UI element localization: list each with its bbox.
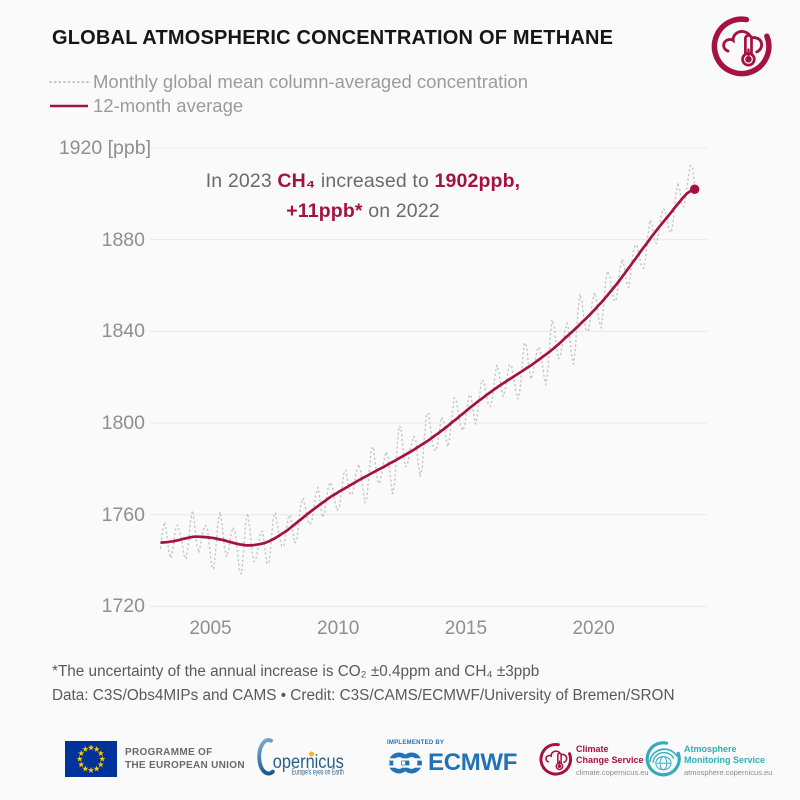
y-tick-label-1880: 1880 <box>101 228 145 251</box>
c3s-climate-logo-icon <box>709 11 777 79</box>
ams-globe-icon <box>655 756 672 771</box>
eu-programme-line1: PROGRAMME OF <box>125 747 213 758</box>
eu-flag-stars <box>76 744 106 773</box>
chart-title: GLOBAL ATMOSPHERIC CONCENTRATION OF METH… <box>52 27 614 49</box>
y-tick-label-1760: 1760 <box>101 503 145 526</box>
series-average <box>160 187 695 547</box>
dotted-line-swatch-icon <box>49 81 89 83</box>
y-tick-label-1720: 1720 <box>101 595 145 618</box>
ams-logo-icon <box>645 741 681 777</box>
annotation-plain-3: on 2022 <box>362 199 440 222</box>
ecmwf-ring-left <box>388 752 410 774</box>
ccs-text-line2: Change Service <box>576 754 644 765</box>
eu-programme-text: PROGRAMME OF THE EUROPEAN UNION <box>125 746 245 772</box>
series-end-dot <box>689 184 700 194</box>
ams-atmosphere-arc-outer <box>649 748 678 763</box>
copernicus-c-icon <box>257 738 275 776</box>
x-tick-label-2020: 2020 <box>572 618 615 639</box>
footnotes: *The uncertainty of the annual increase … <box>52 660 675 707</box>
ams-text-line2: Monitoring Service <box>684 754 766 765</box>
ccs-logo-text: Climate Change Service <box>576 744 644 765</box>
ams-crescent-ring <box>645 741 681 777</box>
legend-item-average: 12-month average <box>48 94 528 118</box>
series-monthly <box>159 164 696 575</box>
ecmwf-symbol-icon <box>387 752 424 774</box>
legend-item-monthly: Monthly global mean column-averaged conc… <box>48 70 528 94</box>
ams-text-line1: Atmosphere <box>684 744 737 754</box>
y-tick-label-1840: 1840 <box>101 320 145 343</box>
legend: Monthly global mean column-averaged conc… <box>48 70 528 118</box>
annotation-plain-1: In 2023 <box>205 170 278 192</box>
x-tick-label-2010: 2010 <box>317 618 360 639</box>
y-tick-label-1800: 1800 <box>101 412 145 434</box>
y-tick-label-1920: 1920 [ppb] <box>58 137 151 159</box>
annotation-ch4: CH₄ <box>277 170 316 192</box>
eu-flag-icon <box>65 741 117 777</box>
ecmwf-logo: IMPLEMENTED BY ECMWF <box>387 740 517 777</box>
ams-atmosphere-arc-inner <box>652 751 675 764</box>
ams-url: atmosphere.copernicus.eu <box>684 768 773 777</box>
copernicus-wordmark: opernicus <box>273 752 344 773</box>
ccs-logo-icon <box>538 740 575 777</box>
chart-annotation: In 2023 CH₄ increased to 1902ppb, +11ppb*… <box>190 167 536 226</box>
ccs-url: climate.copernicus.eu <box>576 768 649 777</box>
ecmwf-wordmark: ECMWF <box>428 749 518 776</box>
legend-label-average: 12-month average <box>93 95 244 116</box>
eu-programme-line2: THE EUROPEAN UNION <box>125 760 245 771</box>
ccs-text-line1: Climate <box>576 744 609 754</box>
x-tick-label-2015: 2015 <box>444 618 488 639</box>
copernicus-tagline: Europe's eyes on Earth <box>292 767 344 776</box>
annotation-value: 1902ppb, <box>434 170 521 192</box>
ams-logo-text: Atmosphere Monitoring Service <box>684 744 765 765</box>
ecmwf-implemented-by: IMPLEMENTED BY <box>387 740 445 746</box>
legend-label-monthly: Monthly global mean column-averaged conc… <box>93 71 529 92</box>
copernicus-i-dot <box>309 751 314 757</box>
annotation-plain-2: increased to <box>315 170 435 192</box>
solid-line-swatch-icon <box>50 104 88 108</box>
copernicus-logo: opernicus Europe's eyes on Earth <box>257 738 344 776</box>
x-tick-label-2005: 2005 <box>189 618 232 639</box>
footnote-uncertainty: *The uncertainty of the annual increase … <box>52 663 540 680</box>
footnote-credit: Data: C3S/Obs4MIPs and CAMS • Credit: C3… <box>52 686 675 704</box>
annotation-increase: +11ppb* <box>286 199 363 222</box>
